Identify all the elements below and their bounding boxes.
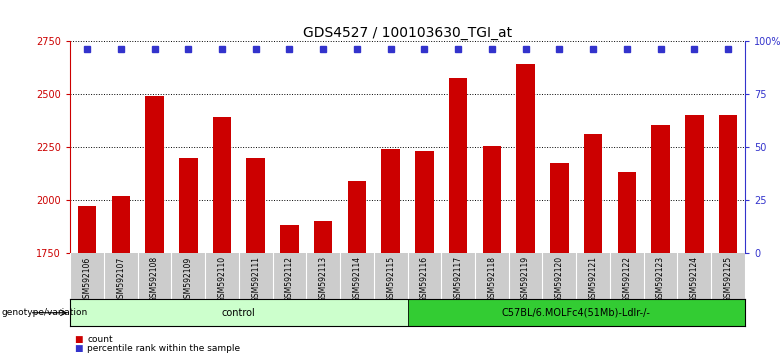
Bar bbox=[314, 221, 332, 354]
Text: GSM592119: GSM592119 bbox=[521, 256, 530, 302]
Bar bbox=[381, 149, 400, 354]
Bar bbox=[550, 163, 569, 354]
Bar bbox=[280, 225, 299, 354]
Text: GSM592113: GSM592113 bbox=[319, 256, 328, 302]
Bar bbox=[483, 146, 502, 354]
Bar bbox=[407, 299, 745, 326]
Text: GSM592112: GSM592112 bbox=[285, 256, 294, 302]
Bar bbox=[348, 181, 367, 354]
Text: GSM592118: GSM592118 bbox=[488, 256, 496, 302]
Bar bbox=[112, 196, 130, 354]
Text: GSM592111: GSM592111 bbox=[251, 256, 261, 302]
Text: GSM592124: GSM592124 bbox=[690, 256, 699, 302]
Text: GSM592109: GSM592109 bbox=[184, 256, 193, 303]
Bar bbox=[583, 134, 602, 354]
Bar bbox=[718, 115, 737, 354]
Text: ■: ■ bbox=[74, 335, 83, 344]
Bar bbox=[618, 172, 636, 354]
Bar bbox=[448, 78, 467, 354]
Text: count: count bbox=[87, 335, 113, 344]
Text: GSM592121: GSM592121 bbox=[589, 256, 597, 302]
Text: genotype/variation: genotype/variation bbox=[2, 308, 88, 317]
Text: GSM592116: GSM592116 bbox=[420, 256, 429, 302]
Text: GSM592108: GSM592108 bbox=[150, 256, 159, 302]
Bar bbox=[651, 125, 670, 354]
Bar bbox=[179, 158, 197, 354]
Text: GSM592125: GSM592125 bbox=[724, 256, 732, 302]
Text: GSM592117: GSM592117 bbox=[454, 256, 463, 302]
Text: GSM592122: GSM592122 bbox=[622, 256, 631, 302]
Text: ■: ■ bbox=[74, 344, 83, 353]
Text: control: control bbox=[222, 308, 256, 318]
Text: GSM592123: GSM592123 bbox=[656, 256, 665, 302]
Bar bbox=[246, 158, 265, 354]
Text: GSM592115: GSM592115 bbox=[386, 256, 395, 302]
Text: percentile rank within the sample: percentile rank within the sample bbox=[87, 344, 240, 353]
Bar bbox=[70, 299, 407, 326]
Bar bbox=[213, 117, 232, 354]
Bar bbox=[415, 151, 434, 354]
Title: GDS4527 / 100103630_TGI_at: GDS4527 / 100103630_TGI_at bbox=[303, 26, 512, 40]
Text: GSM592106: GSM592106 bbox=[83, 256, 91, 303]
Bar bbox=[685, 115, 704, 354]
Bar bbox=[516, 64, 535, 354]
Bar bbox=[78, 206, 97, 354]
Text: GSM592107: GSM592107 bbox=[116, 256, 126, 303]
Text: GSM592114: GSM592114 bbox=[353, 256, 361, 302]
Text: GSM592120: GSM592120 bbox=[555, 256, 564, 302]
Bar bbox=[145, 96, 164, 354]
Text: C57BL/6.MOLFc4(51Mb)-Ldlr-/-: C57BL/6.MOLFc4(51Mb)-Ldlr-/- bbox=[502, 308, 651, 318]
Text: GSM592110: GSM592110 bbox=[218, 256, 226, 302]
